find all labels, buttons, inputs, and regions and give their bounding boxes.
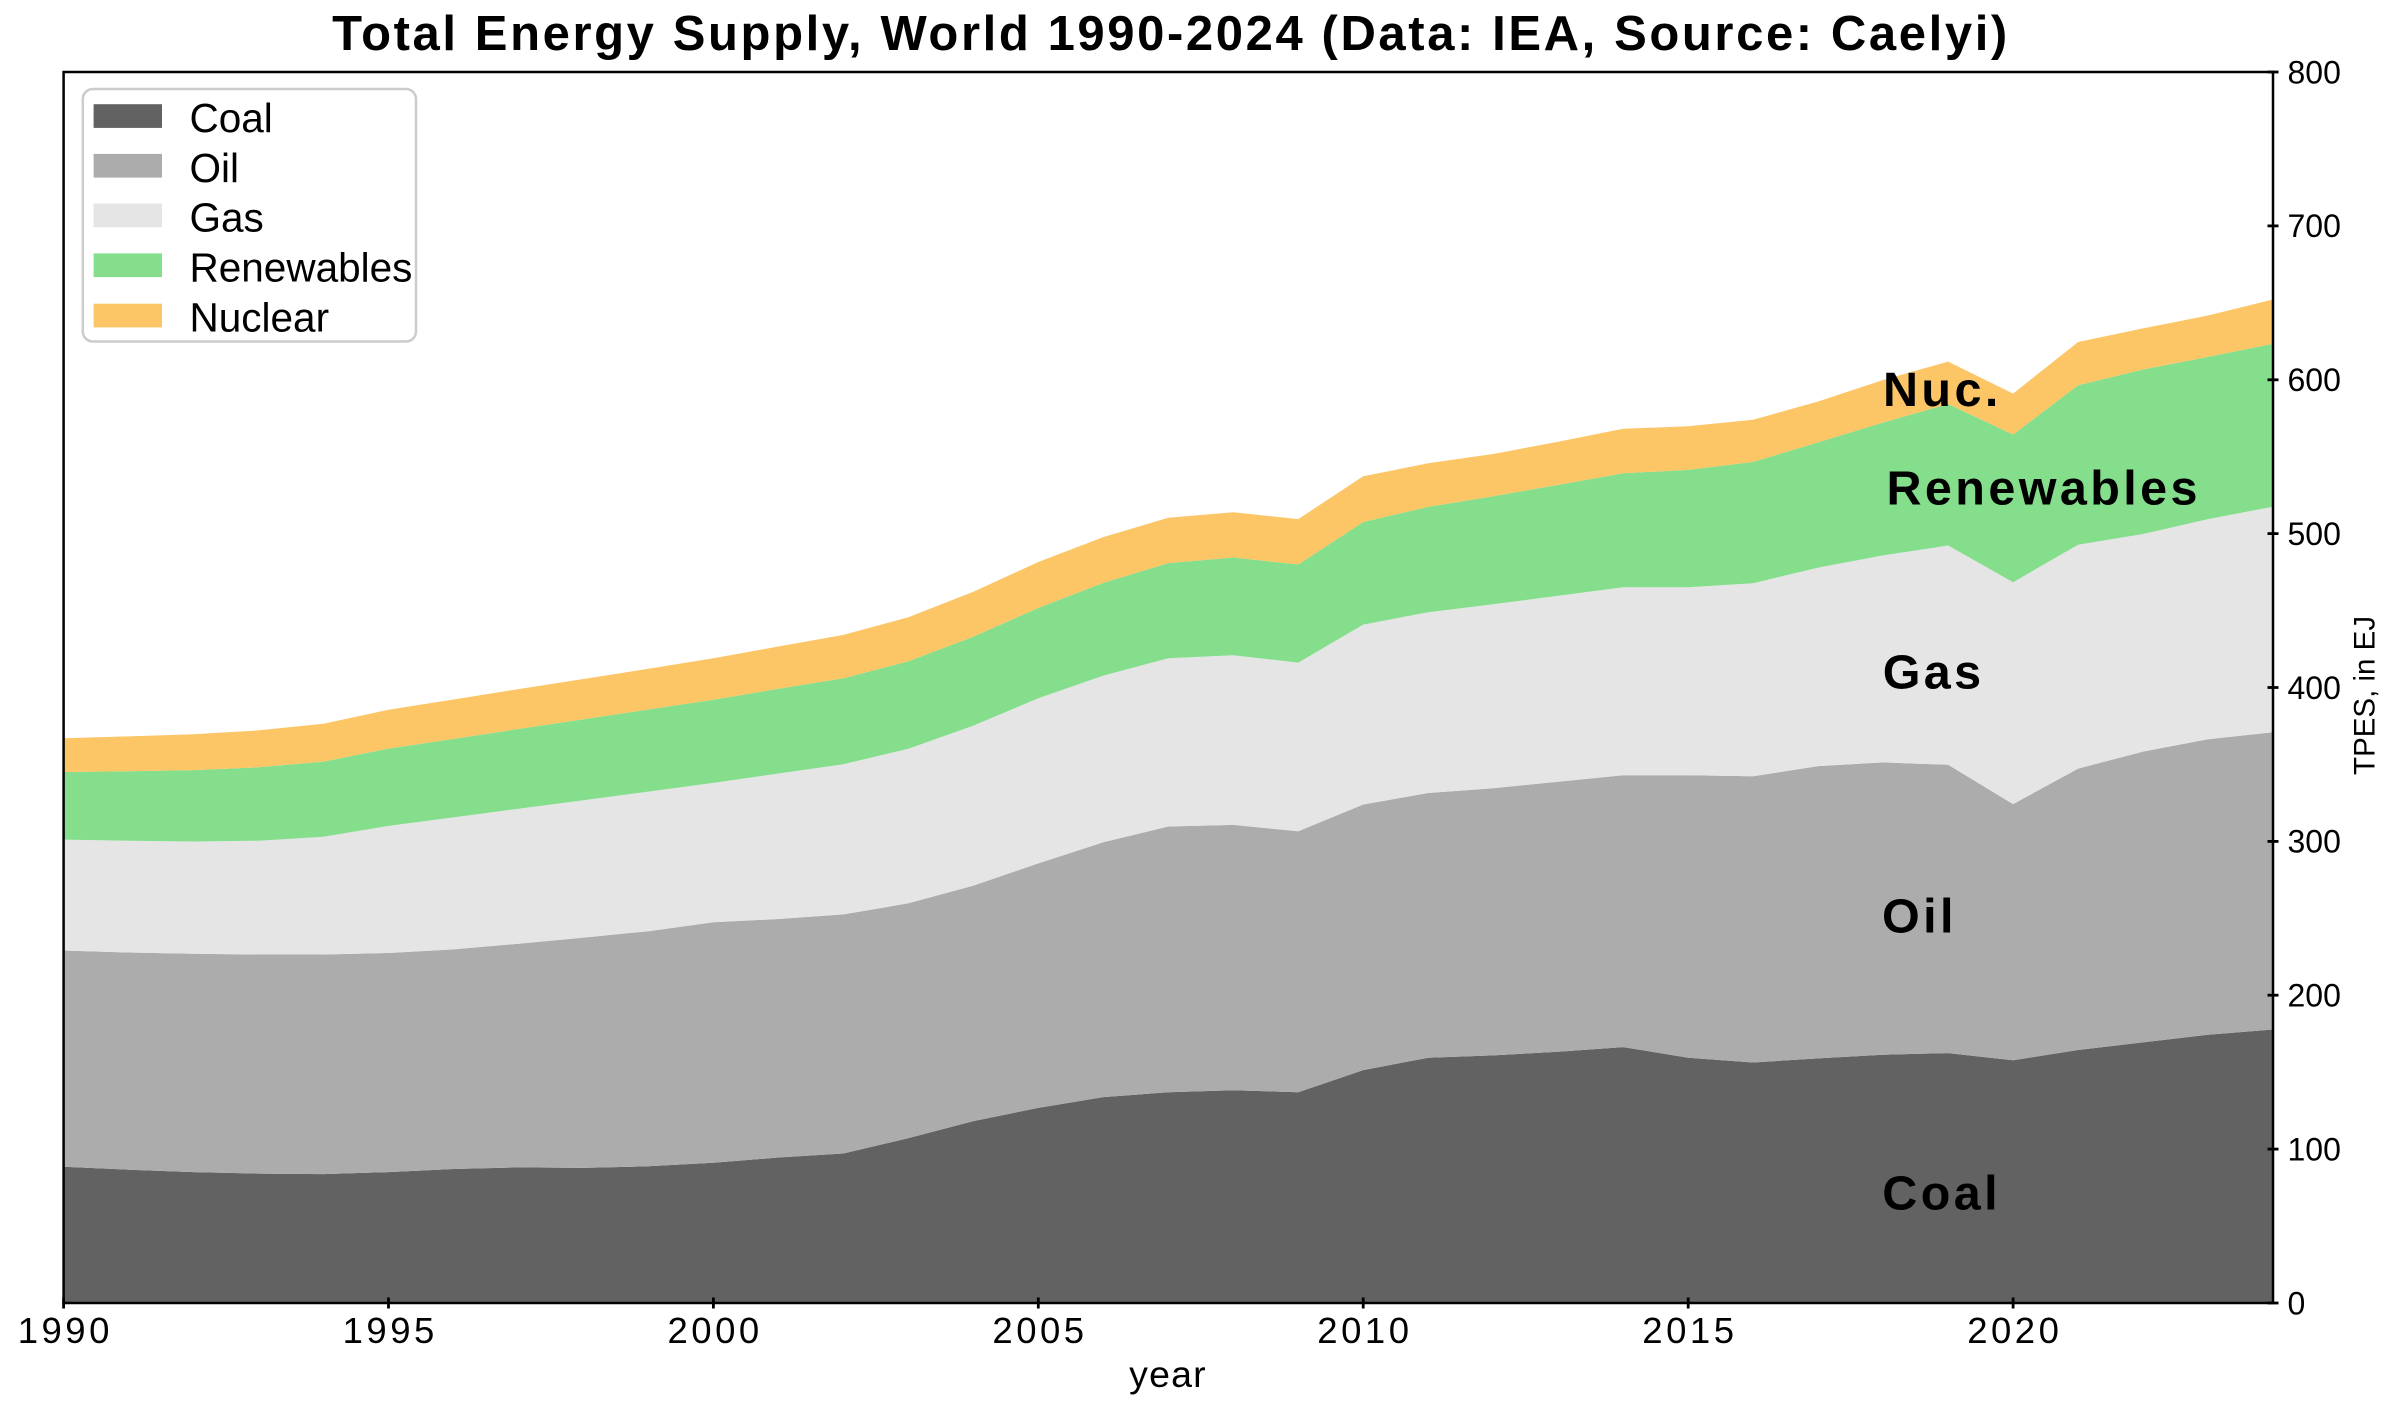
svg-text:2015: 2015 <box>1642 1310 1737 1351</box>
svg-text:500: 500 <box>2288 516 2341 552</box>
svg-text:Gas: Gas <box>190 195 264 241</box>
svg-text:Nuclear: Nuclear <box>190 295 330 341</box>
svg-text:200: 200 <box>2288 978 2341 1014</box>
svg-text:Nuc.: Nuc. <box>1883 363 2002 417</box>
svg-text:Gas: Gas <box>1883 645 1985 699</box>
svg-text:2000: 2000 <box>667 1310 762 1351</box>
svg-text:TPES, in EJ: TPES, in EJ <box>2349 616 2382 775</box>
svg-text:Coal: Coal <box>190 95 273 141</box>
svg-text:100: 100 <box>2288 1131 2341 1167</box>
svg-text:2010: 2010 <box>1317 1310 1412 1351</box>
svg-text:700: 700 <box>2288 208 2341 244</box>
svg-text:Renewables: Renewables <box>190 244 413 290</box>
svg-text:800: 800 <box>2288 54 2341 90</box>
svg-text:year: year <box>1129 1353 1207 1395</box>
svg-text:Total Energy Supply, World 199: Total Energy Supply, World 1990-2024 (Da… <box>332 7 2010 61</box>
svg-text:300: 300 <box>2288 824 2341 860</box>
svg-text:0: 0 <box>2288 1285 2306 1321</box>
svg-text:2005: 2005 <box>992 1310 1087 1351</box>
svg-text:Coal: Coal <box>1882 1167 2001 1221</box>
svg-text:1990: 1990 <box>18 1310 113 1351</box>
svg-text:600: 600 <box>2288 362 2341 398</box>
svg-text:400: 400 <box>2288 670 2341 706</box>
svg-text:Oil: Oil <box>190 145 240 191</box>
svg-text:Oil: Oil <box>1882 889 1957 943</box>
svg-text:1995: 1995 <box>343 1310 438 1351</box>
svg-text:2020: 2020 <box>1967 1310 2062 1351</box>
svg-text:Renewables: Renewables <box>1887 461 2201 515</box>
